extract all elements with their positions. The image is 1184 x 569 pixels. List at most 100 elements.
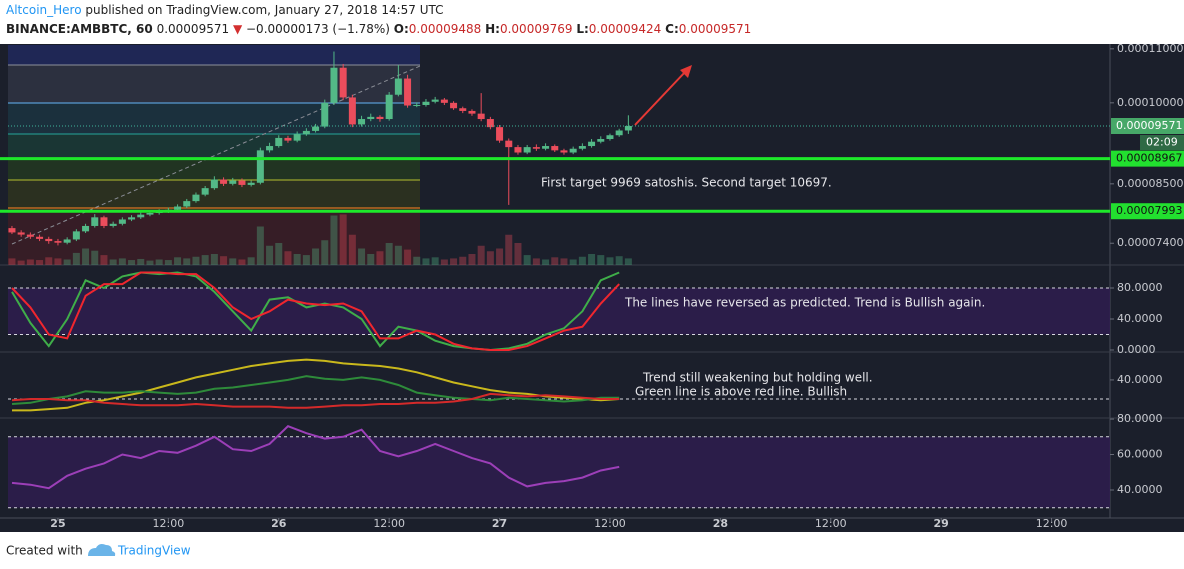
candle-body: [569, 148, 577, 153]
volume-bar: [82, 248, 90, 265]
volume-bar: [293, 254, 301, 265]
y-tick-label: 0.00011000: [1117, 42, 1183, 55]
candle-body: [82, 225, 90, 232]
symbol-line: BINANCE:AMBBTC, 60 0.00009571 ▼ −0.00000…: [6, 22, 751, 36]
candle-body: [91, 217, 99, 226]
volume-bar: [440, 259, 448, 265]
indicator-line: [12, 358, 620, 412]
annotation: The lines have reversed as predicted. Tr…: [624, 296, 985, 310]
y-tick-label: 0.00010000: [1117, 96, 1183, 109]
volume-bar: [220, 256, 228, 265]
author[interactable]: Altcoin_Hero: [6, 3, 82, 17]
volume-bar: [17, 260, 25, 265]
volume-bar: [128, 260, 136, 265]
candle-body: [450, 102, 458, 109]
candle-body: [100, 217, 108, 226]
ohlc-value: 0.00009424: [589, 22, 662, 36]
candle-body: [606, 135, 614, 140]
volume-bar: [109, 259, 117, 265]
volume-bar: [302, 255, 310, 265]
volume-bar: [72, 252, 80, 265]
candle-body: [312, 126, 320, 131]
candle-body: [63, 239, 71, 243]
symbol: BINANCE:AMBBTC, 60: [6, 22, 153, 36]
candle-body: [284, 137, 292, 141]
candle-body: [459, 108, 467, 111]
volume-bar: [486, 251, 494, 265]
candle-body: [192, 194, 200, 202]
x-tick-label: 26: [271, 517, 287, 530]
candle-body: [486, 119, 494, 128]
volume-bar: [588, 254, 596, 265]
volume-bar: [523, 255, 531, 265]
volume-bar: [229, 258, 237, 265]
ohlc-key: C:: [665, 22, 679, 36]
candle-body: [542, 146, 550, 149]
candle-body: [385, 94, 393, 120]
indicator-line: [11, 425, 620, 490]
change: −0.00000173 (−1.78%): [246, 22, 390, 36]
volume-bar: [256, 226, 264, 265]
volume-bar: [615, 256, 623, 265]
y-tick-label: 0.0000: [1117, 343, 1156, 356]
volume-bar: [477, 245, 485, 265]
candle-body: [560, 150, 568, 153]
volume-bar: [247, 257, 255, 265]
volume-bar: [413, 256, 421, 265]
volume-bar: [275, 243, 283, 265]
candle-body: [275, 137, 283, 147]
volume-bar: [569, 259, 577, 265]
ohlc-key: H:: [485, 22, 500, 36]
candle-body: [514, 147, 522, 153]
volume-bar: [174, 257, 182, 265]
fib-band: [8, 158, 420, 180]
candle-body: [394, 78, 402, 95]
volume-bar: [321, 240, 329, 265]
volume-bar: [63, 259, 71, 265]
candle-body: [128, 217, 136, 220]
candle-body: [422, 101, 430, 105]
candle-body: [431, 99, 439, 102]
candle-body: [413, 104, 421, 106]
footer-bg: [0, 532, 1184, 569]
volume-bar: [496, 248, 504, 265]
volume-bar: [54, 258, 62, 265]
volume-bar: [201, 255, 209, 265]
volume-bar: [45, 257, 53, 265]
candle-body: [358, 119, 366, 125]
price-line-label: 0.00008967: [1116, 152, 1182, 165]
candle-body: [330, 67, 338, 103]
volume-bar: [422, 258, 430, 265]
volume-bar: [330, 215, 338, 265]
annotation: Green line is above red line. Bullish: [635, 385, 847, 399]
volume-bar: [100, 255, 108, 265]
candle-body: [17, 232, 25, 235]
price-line-box: [1111, 150, 1184, 167]
candle-body: [321, 102, 329, 127]
band-fill: [8, 288, 1110, 335]
annotation: First target 9969 satoshis. Second targe…: [541, 176, 832, 190]
footer-brand[interactable]: TradingView: [117, 544, 191, 558]
volume-bar: [431, 257, 439, 265]
candle-body: [404, 78, 412, 106]
candle-body: [468, 110, 476, 114]
volume-bar: [468, 254, 476, 265]
volume-bar: [514, 243, 522, 265]
volume-bar: [367, 254, 375, 265]
x-tick-label: 27: [492, 517, 507, 530]
y-tick-label: 40.0000: [1117, 373, 1163, 386]
volume-bar: [404, 249, 412, 265]
volume-bar: [358, 248, 366, 265]
x-tick-label: 12:00: [815, 517, 847, 530]
price-line-label: 0.00007993: [1116, 204, 1182, 217]
fib-band: [8, 103, 420, 134]
y-tick-label: 0.00007400: [1117, 236, 1183, 249]
candle-body: [220, 179, 228, 184]
volume-bar: [394, 245, 402, 265]
volume-bar: [36, 260, 44, 265]
candle-body: [238, 180, 246, 185]
candle-body: [615, 130, 623, 136]
y-tick-label: 0.00008500: [1117, 177, 1183, 190]
